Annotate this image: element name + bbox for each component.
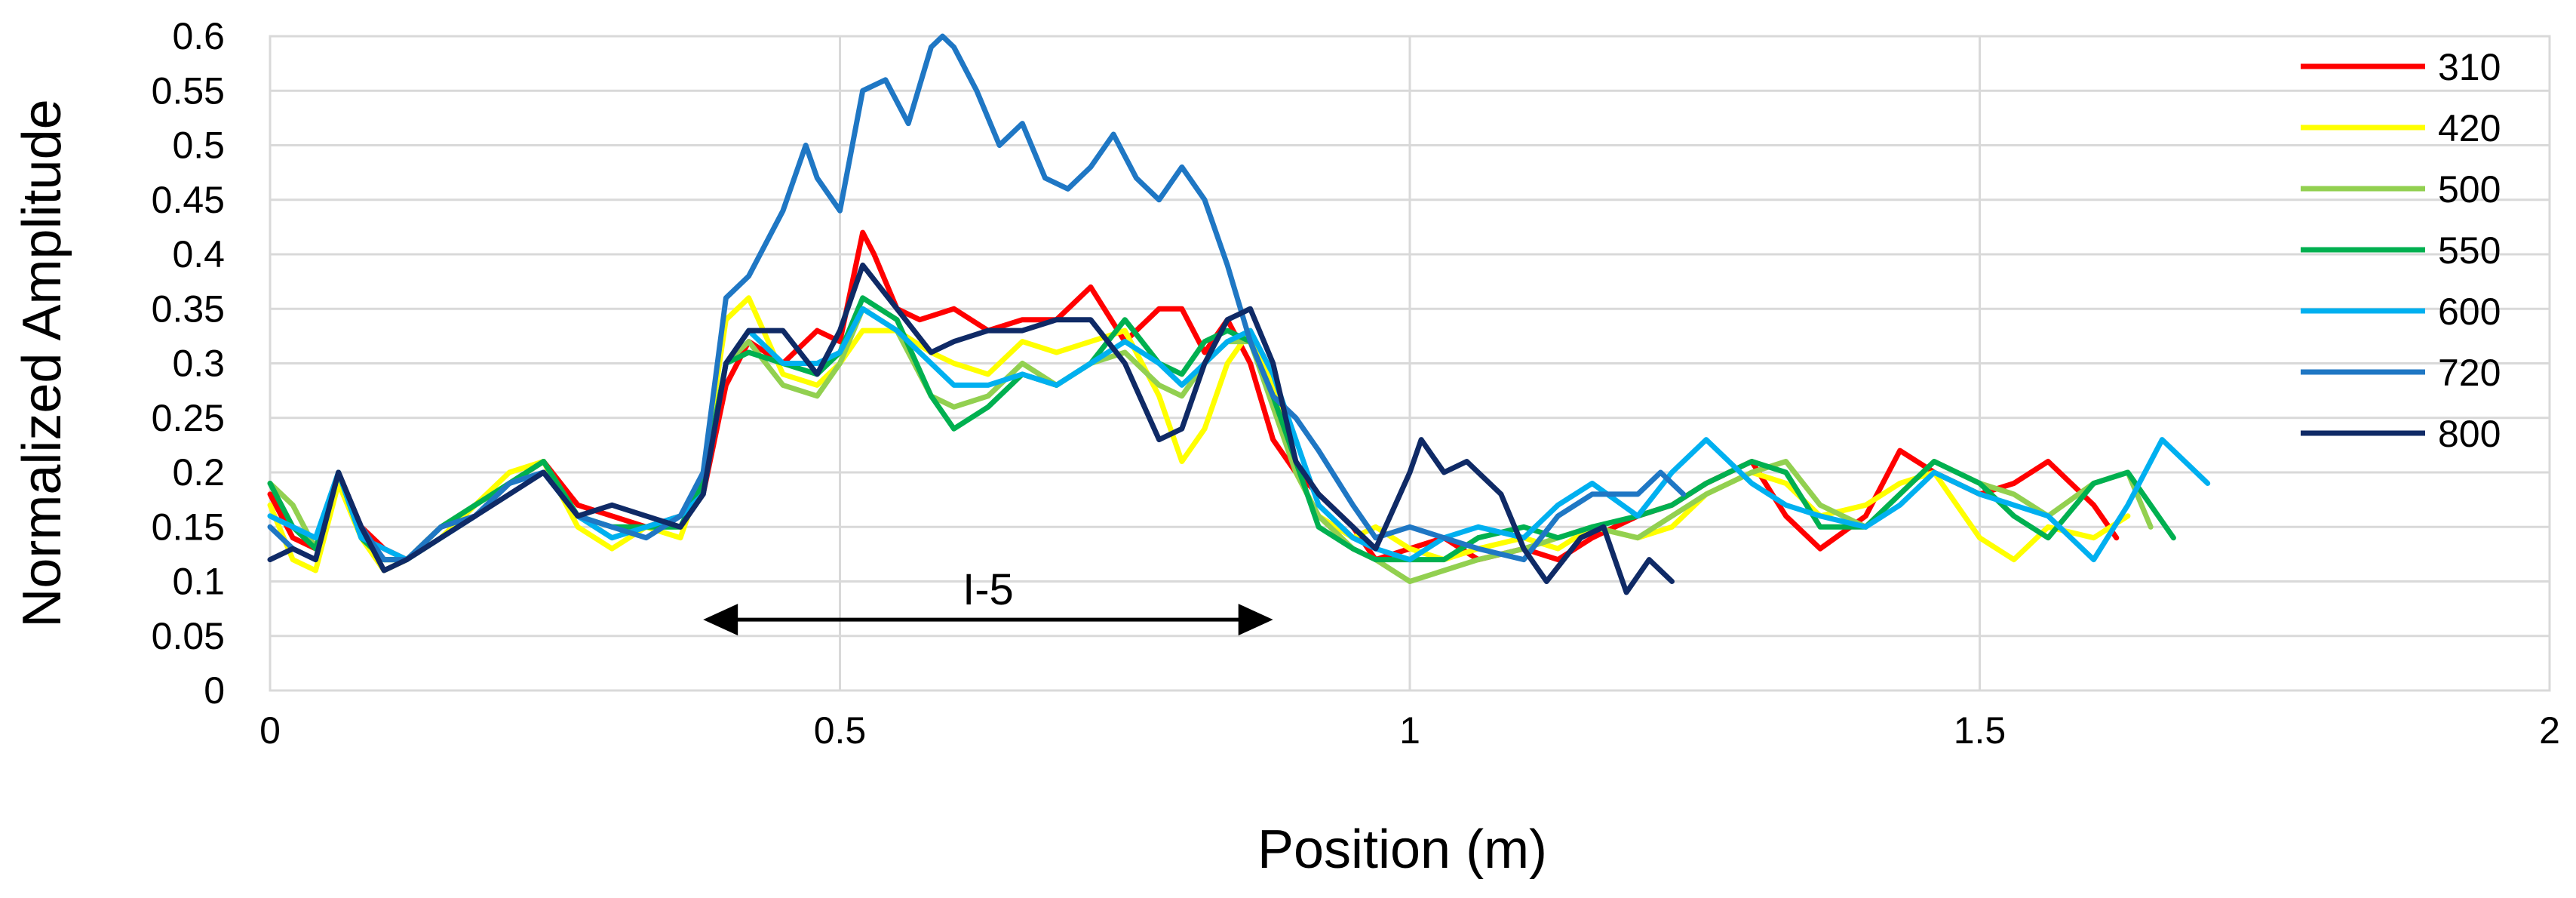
y-tick-label: 0.4 (172, 233, 225, 275)
annotation-arrowhead-right (1238, 604, 1273, 636)
legend-label-310: 310 (2438, 46, 2501, 88)
y-tick-label: 0.2 (172, 451, 225, 494)
legend-label-550: 550 (2438, 229, 2501, 272)
legend: 310 420 500 550 600 720 800 (2301, 46, 2501, 455)
plot-area-border (269, 35, 2551, 692)
y-axis-tick-labels: 0 0.05 0.1 0.15 0.2 0.25 0.3 0.35 0.4 0.45 0.5 0.55… (152, 15, 225, 712)
x-axis-title: Position (m) (1257, 820, 1547, 880)
y-tick-label: 0.05 (152, 615, 225, 657)
legend-label-420: 420 (2438, 107, 2501, 149)
x-axis-tick-labels: 0 0.5 1 1.5 2 (259, 709, 2560, 752)
annotation: I-5 (703, 565, 1273, 636)
legend-label-600: 600 (2438, 291, 2501, 333)
annotation-arrowhead-left (703, 604, 738, 636)
legend-label-800: 800 (2438, 413, 2501, 455)
y-tick-label: 0.25 (152, 397, 225, 439)
series-line-800 (267, 262, 1675, 595)
y-tick-label: 0.3 (172, 343, 225, 385)
y-tick-label: 0.55 (152, 69, 225, 112)
y-tick-label: 0.35 (152, 288, 225, 330)
y-tick-label: 0.5 (172, 125, 225, 167)
y-tick-label: 0.6 (172, 15, 225, 57)
legend-label-500: 500 (2438, 168, 2501, 211)
x-tick-label: 1.5 (1954, 709, 2006, 752)
y-tick-label: 0 (204, 669, 225, 712)
y-tick-label: 0.15 (152, 506, 225, 548)
x-tick-label: 1 (1399, 709, 1420, 752)
x-tick-label: 2 (2539, 709, 2560, 752)
series-line-720 (267, 33, 1687, 563)
x-tick-label: 0 (259, 709, 281, 752)
x-tick-label: 0.5 (814, 709, 867, 752)
annotation-label: I-5 (963, 565, 1014, 614)
y-axis-title: Normalized Amplitude (12, 99, 72, 627)
series-lines (267, 33, 2211, 595)
y-tick-label: 0.1 (172, 561, 225, 603)
y-tick-label: 0.45 (152, 179, 225, 221)
legend-label-720: 720 (2438, 352, 2501, 394)
